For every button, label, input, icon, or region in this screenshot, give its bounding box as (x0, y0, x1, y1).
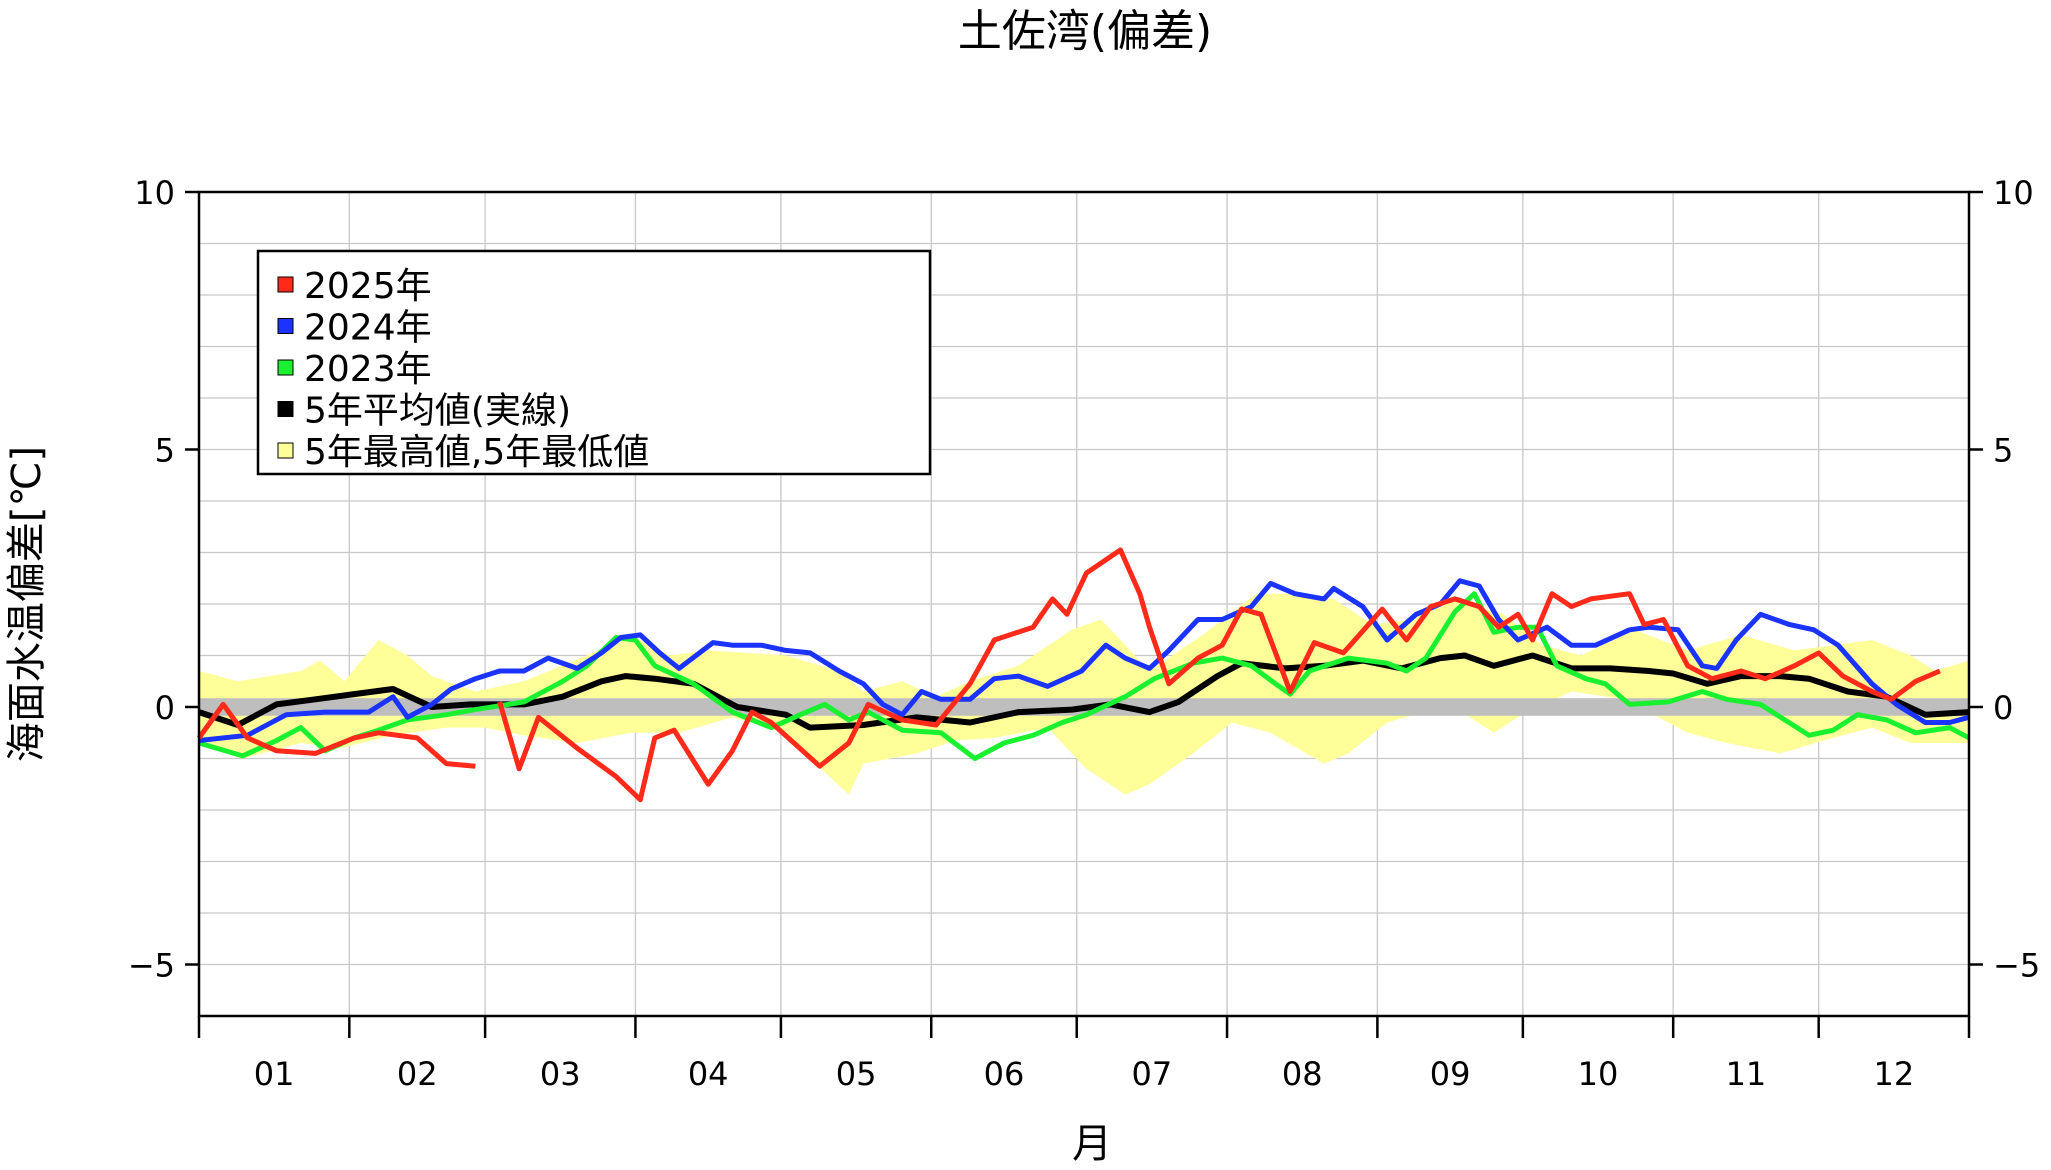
series-line-2023 (198, 591, 1971, 761)
plot-frame (197, 190, 1971, 1018)
legend-swatch-4 (277, 442, 294, 459)
five-year-max-min-band (199, 593, 1969, 795)
y-tick-label-right: −5 (1993, 947, 2040, 985)
x-tick-label: 03 (540, 1055, 581, 1093)
legend-label-2: 2023年 (304, 349, 432, 390)
legend-box (256, 249, 932, 476)
x-axis-label: 月 (1072, 1121, 1112, 1166)
legend-label-0: 2025年 (304, 266, 432, 307)
y-tick-label-right: 0 (1993, 689, 2013, 727)
x-tick-label: 02 (397, 1055, 438, 1093)
x-tick-label: 06 (984, 1055, 1025, 1093)
y-tick-label-left: −5 (128, 947, 175, 985)
y-tick-label-left: 10 (134, 174, 175, 212)
legend-swatch-0 (277, 276, 294, 293)
x-tick-label: 07 (1132, 1055, 1173, 1093)
legend-swatch-2 (277, 359, 294, 376)
axes: 10 10 5 5 0 0 −5 −5 01 02 03 04 05 06 07 08 09 10 11 12 (128, 174, 2040, 1093)
x-tick-label: 09 (1430, 1055, 1471, 1093)
series-line-2025 (196, 547, 1941, 803)
y-tick-label-right: 5 (1993, 432, 2013, 470)
legend-label-3: 5年平均値(実線) (304, 391, 571, 432)
y-tick-label-right: 10 (1993, 174, 2034, 212)
legend-label-4: 5年最高値,5年最低値 (304, 432, 649, 473)
legend-label-1: 2024年 (304, 308, 432, 349)
x-tick-label: 05 (836, 1055, 877, 1093)
x-tick-label: 04 (688, 1055, 729, 1093)
series-line-2024 (198, 578, 1970, 743)
x-tick-label: 01 (254, 1055, 295, 1093)
chart-title: 土佐湾(偏差) (958, 6, 1212, 57)
x-tick-label: 08 (1282, 1055, 1323, 1093)
legend-swatch-1 (277, 318, 294, 334)
x-tick-label: 10 (1578, 1055, 1619, 1093)
y-tick-label-left: 5 (155, 432, 175, 470)
series-layer (196, 547, 1971, 803)
y-tick-label-left: 0 (155, 689, 175, 727)
x-tick-label: 11 (1726, 1055, 1767, 1093)
legend-swatch-3 (277, 401, 294, 417)
y-axis-label: 海面水温偏差[℃] (4, 446, 50, 762)
x-tick-label: 12 (1873, 1055, 1914, 1093)
